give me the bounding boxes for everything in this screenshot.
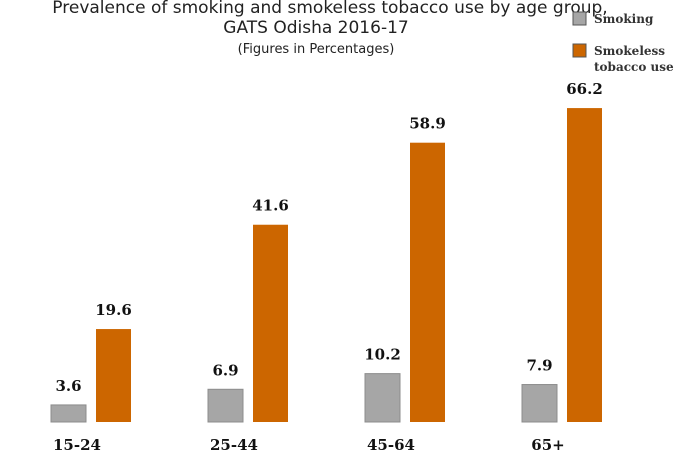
legend-swatch bbox=[572, 43, 587, 58]
legend-swatch bbox=[572, 11, 587, 26]
legend-label-line: tobacco use bbox=[594, 60, 674, 74]
value-label: 3.6 bbox=[55, 377, 81, 395]
bar bbox=[364, 373, 401, 423]
legend-label: Smokeless tobacco use bbox=[594, 44, 674, 74]
x-tick-label: 15-24 bbox=[53, 436, 101, 454]
value-label: 7.9 bbox=[526, 357, 552, 375]
value-label: 58.9 bbox=[409, 115, 446, 133]
bar bbox=[253, 224, 288, 422]
bar bbox=[207, 388, 244, 423]
value-label: 6.9 bbox=[212, 361, 238, 379]
value-label: 41.6 bbox=[252, 197, 289, 215]
bar bbox=[410, 142, 445, 422]
bar bbox=[567, 108, 602, 423]
bar bbox=[96, 329, 131, 422]
legend-label-line: Smoking bbox=[594, 12, 654, 26]
chart-title: GATS Odisha 2016-17 bbox=[223, 18, 408, 38]
bar bbox=[521, 384, 558, 423]
value-label: 66.2 bbox=[566, 80, 603, 98]
legend-label: Smoking bbox=[594, 12, 654, 26]
x-tick-label: 45-64 bbox=[367, 436, 415, 454]
x-tick-label: 25-44 bbox=[210, 436, 258, 454]
bar bbox=[50, 404, 87, 423]
chart-title: Prevalence of smoking and smokeless toba… bbox=[52, 0, 607, 18]
chart-subtitle: (Figures in Percentages) bbox=[238, 42, 395, 57]
value-label: 19.6 bbox=[95, 301, 132, 319]
x-tick-label: 65+ bbox=[531, 436, 564, 454]
legend-label-line: Smokeless bbox=[594, 44, 665, 58]
value-label: 10.2 bbox=[364, 346, 401, 364]
